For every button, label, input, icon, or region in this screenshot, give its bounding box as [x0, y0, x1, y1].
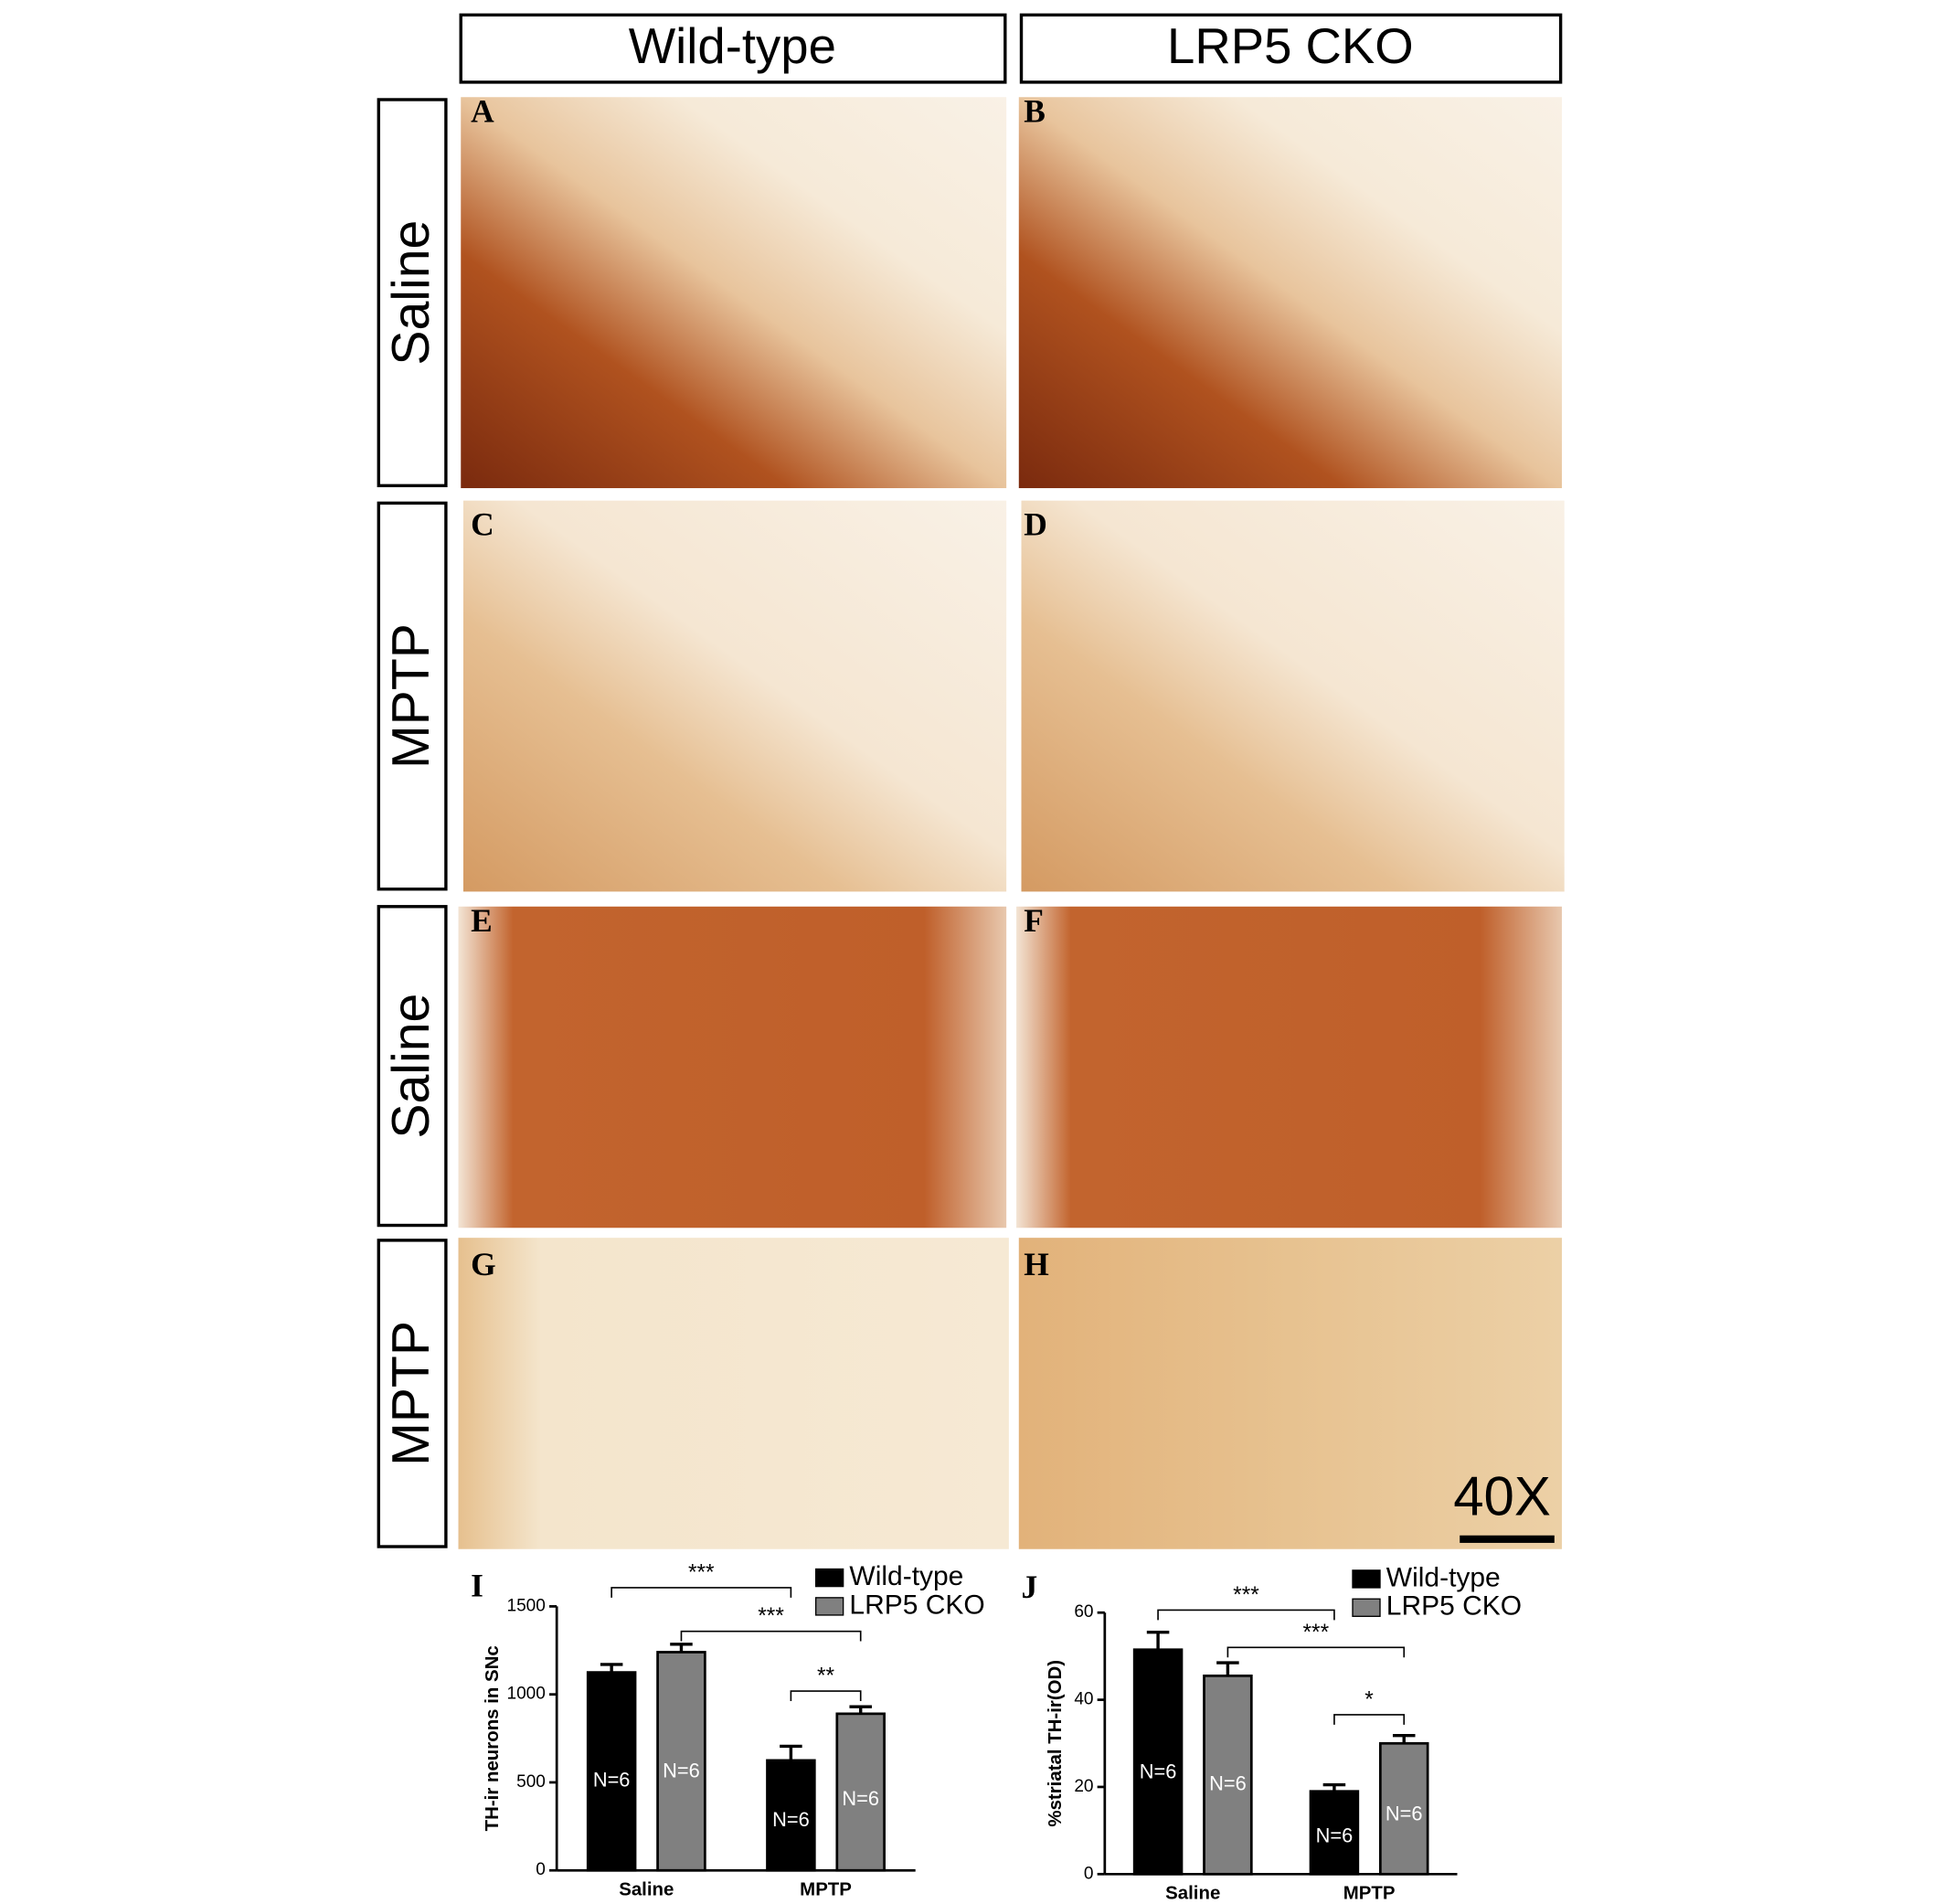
bar [1309, 1790, 1360, 1876]
bar-label: N=6 [772, 1808, 810, 1831]
y-tick-label: 1500 [506, 1596, 545, 1615]
legend-swatch [814, 1597, 844, 1616]
y-tick-label: 0 [1084, 1864, 1094, 1883]
row-label-box [377, 501, 448, 891]
x-tick-label: Saline [1165, 1883, 1220, 1903]
scale-label: 40X [1453, 1465, 1551, 1526]
micrograph [1018, 1238, 1562, 1549]
panel-letter: B [1024, 92, 1046, 129]
x-tick-label: MPTP [800, 1879, 852, 1899]
significance-bracket [1226, 1646, 1406, 1658]
row-label-box [377, 905, 448, 1228]
micrograph [458, 906, 1007, 1229]
bar-label: N=6 [1140, 1760, 1177, 1783]
significance-bracket [1157, 1609, 1335, 1621]
panel-letter: A [471, 92, 494, 129]
y-tick-label: 40 [1074, 1690, 1093, 1709]
bar [835, 1712, 886, 1872]
bar-label: N=6 [593, 1769, 631, 1792]
column-header: LRP5 CKO [1167, 18, 1414, 74]
legend-label: LRP5 CKO [1386, 1591, 1522, 1622]
row-label: Saline [382, 220, 441, 366]
y-tick-label: 0 [536, 1860, 546, 1879]
significance-bracket [680, 1630, 862, 1642]
column-header: Wild-type [629, 18, 836, 74]
micrograph [461, 97, 1007, 489]
bar [766, 1759, 816, 1872]
legend-swatch [1352, 1569, 1381, 1589]
significance-label: * [1364, 1687, 1374, 1712]
significance-label: *** [1303, 1621, 1330, 1645]
x-tick-label: Saline [619, 1879, 674, 1899]
bar [586, 1671, 637, 1872]
panel-letter: E [471, 902, 493, 939]
y-tick-label: 20 [1074, 1777, 1093, 1796]
header-box [1019, 13, 1563, 84]
y-axis-label: TH-ir neurons in SNc [483, 1645, 503, 1831]
significance-label: ** [817, 1665, 835, 1689]
bar-label: N=6 [842, 1787, 879, 1810]
micrograph [458, 1238, 1009, 1549]
micrograph [1021, 500, 1565, 892]
panel-letter: D [1024, 506, 1047, 543]
significance-label: *** [688, 1560, 715, 1585]
y-tick-label: 500 [516, 1772, 546, 1792]
micrograph [1018, 97, 1562, 489]
bar [1378, 1741, 1429, 1876]
legend-swatch [814, 1568, 844, 1588]
x-tick-label: MPTP [1343, 1883, 1396, 1903]
row-label: MPTP [382, 623, 441, 769]
micrograph [1016, 906, 1562, 1229]
bar-label: N=6 [1209, 1771, 1247, 1794]
micrograph [462, 500, 1007, 892]
row-label-box [377, 98, 448, 488]
panel-letter: G [471, 1246, 496, 1282]
y-tick-label: 60 [1074, 1602, 1093, 1622]
significance-bracket [611, 1587, 792, 1598]
bar [656, 1651, 706, 1872]
panel-letter: J [1022, 1569, 1038, 1605]
bar-label: N=6 [1316, 1824, 1354, 1846]
header-box [459, 13, 1007, 84]
row-label: MPTP [382, 1321, 441, 1466]
row-label: Saline [382, 994, 441, 1139]
significance-label: *** [1233, 1583, 1259, 1608]
legend-swatch [1352, 1598, 1381, 1617]
y-tick-label: 1000 [506, 1685, 545, 1704]
panel-letter: H [1024, 1246, 1049, 1282]
bar [1132, 1648, 1184, 1876]
significance-bracket [790, 1690, 862, 1701]
significance-label: *** [758, 1604, 784, 1629]
y-axis-label: %striatal TH-ir(OD) [1046, 1660, 1066, 1827]
panel-letter: F [1024, 902, 1044, 939]
panel-letter: C [471, 506, 494, 543]
legend-label: Wild-type [849, 1561, 963, 1591]
scale-bar [1460, 1535, 1555, 1543]
bar-label: N=6 [663, 1760, 700, 1782]
bar [1203, 1674, 1253, 1876]
panel-letter: I [471, 1567, 483, 1603]
legend-label: Wild-type [1386, 1562, 1501, 1592]
row-label-box [377, 1239, 448, 1548]
significance-bracket [1333, 1714, 1406, 1725]
legend-label: LRP5 CKO [849, 1590, 984, 1620]
bar-label: N=6 [1386, 1803, 1423, 1825]
